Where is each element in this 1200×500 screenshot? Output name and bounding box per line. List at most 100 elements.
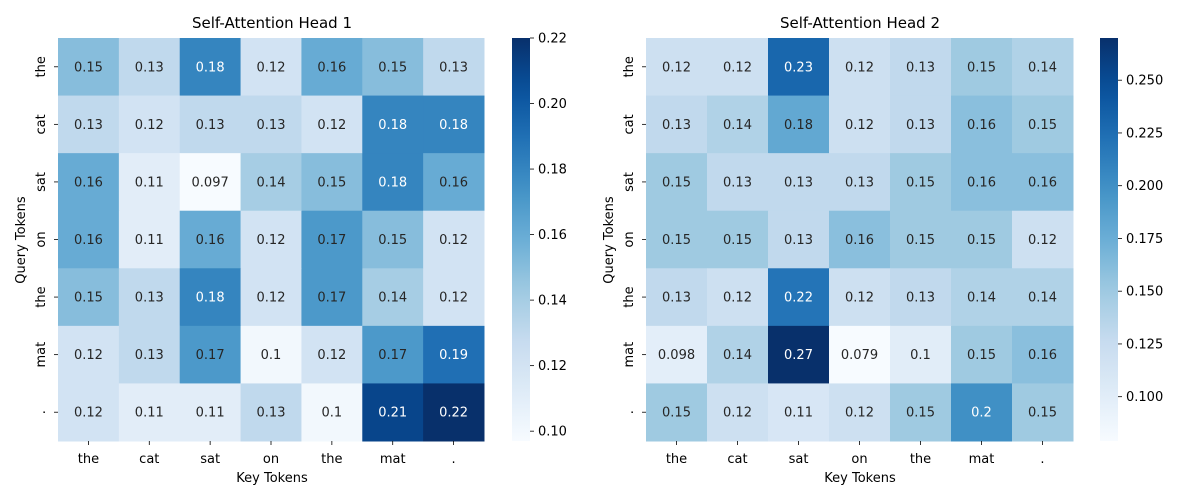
heatmap-cell [179, 153, 242, 212]
heatmap-cell [1012, 153, 1074, 212]
x-tick-label: mat [969, 452, 995, 467]
heatmap-cell [951, 153, 1013, 212]
cell-value-label: 0.16 [74, 233, 103, 248]
cell-value-label: 0.12 [317, 118, 346, 133]
y-tick-label: cat [34, 114, 49, 134]
x-tick-label: the [321, 452, 342, 467]
heatmap-cell [951, 95, 1013, 154]
y-tick-label: the [34, 286, 49, 307]
x-tick-label: on [263, 452, 279, 467]
heatmap-cell [362, 268, 424, 327]
y-tick-labels: the cat sat on the mat. [34, 56, 58, 414]
heatmap-head-1: Self-Attention Head 1 0.15 0.13 0.18 0.12 0.… [14, 14, 567, 486]
heatmap-cell [829, 38, 891, 97]
cell-value-label: 0.15 [1028, 406, 1057, 421]
heatmap-cell [301, 210, 363, 269]
heatmap-cell [301, 95, 363, 154]
cell-value-label: 0.15 [723, 233, 752, 248]
cell-value-label: 0.14 [723, 348, 752, 363]
heatmap-cell [707, 95, 769, 154]
cell-value-label: 0.12 [662, 60, 691, 75]
heatmap-cell [951, 210, 1013, 269]
cell-value-label: 0.12 [74, 348, 103, 363]
heatmap-cell [829, 268, 891, 327]
heatmap-cell [118, 383, 181, 442]
heatmap-cell [179, 268, 242, 327]
y-tick-label: mat [34, 342, 49, 368]
cell-value-label: 0.14 [723, 118, 752, 133]
colorbar: 0.100 0.125 0.150 0.175 0.200 0.225 0.250 [1100, 38, 1163, 441]
cell-value-label: 0.13 [257, 118, 286, 133]
cell-value-label: 0.22 [784, 291, 813, 306]
cell-value-label: 0.16 [317, 60, 346, 75]
y-tick-label: on [34, 231, 49, 247]
heatmap-cell [240, 325, 302, 384]
heatmap-cell [951, 38, 1013, 97]
cell-value-label: 0.18 [378, 175, 407, 190]
colorbar-tick-label: 0.225 [1126, 126, 1163, 141]
cell-value-label: 0.16 [439, 175, 468, 190]
heatmap-cell [646, 210, 708, 269]
cell-value-label: 0.13 [135, 291, 164, 306]
heatmap-cell [423, 268, 485, 327]
heatmap-cell [301, 153, 363, 212]
heatmap-cell [707, 383, 769, 442]
y-tick-label: cat [622, 114, 637, 134]
heatmap-cell [829, 210, 891, 269]
heatmap-cell [768, 325, 830, 384]
heatmap-cell [179, 325, 242, 384]
cell-value-label: 0.13 [74, 118, 103, 133]
cell-value-label: 0.16 [1028, 348, 1057, 363]
cell-value-label: 0.15 [662, 175, 691, 190]
heatmap-cell [362, 210, 424, 269]
cell-value-label: 0.14 [967, 291, 996, 306]
cell-value-label: 0.12 [74, 406, 103, 421]
heatmap-cell [646, 38, 708, 97]
heatmap-cell [1012, 383, 1074, 442]
heatmap-cell [118, 325, 181, 384]
x-tick-label: the [78, 452, 99, 467]
y-tick-label: the [622, 56, 637, 77]
cell-value-label: 0.13 [135, 348, 164, 363]
heatmap-cell [58, 383, 120, 442]
cell-value-label: 0.14 [378, 291, 407, 306]
heatmap-cell [890, 268, 952, 327]
heatmap-cell [240, 210, 302, 269]
heatmap-cell [240, 38, 302, 97]
cell-value-label: 0.2 [971, 406, 992, 421]
cell-value-label: 0.13 [723, 175, 752, 190]
heatmap-cell [768, 95, 830, 154]
heatmap-cell [118, 210, 181, 269]
cell-value-label: 0.15 [906, 406, 935, 421]
heatmap-cell [707, 268, 769, 327]
cell-value-label: 0.12 [1028, 233, 1057, 248]
cell-value-label: 0.12 [723, 291, 752, 306]
cell-value-label: 0.11 [784, 406, 813, 421]
heatmap-cell [646, 153, 708, 212]
heatmap-cell [423, 325, 485, 384]
y-tick-label: sat [34, 172, 49, 192]
cell-value-label: 0.15 [74, 60, 103, 75]
cell-value-label: 0.12 [257, 60, 286, 75]
colorbar-gradient [1100, 38, 1118, 441]
colorbar-tick-label: 0.12 [538, 359, 567, 374]
heatmap-cell [362, 153, 424, 212]
heatmap-cell [362, 38, 424, 97]
heatmap-cell [646, 268, 708, 327]
cell-value-label: 0.22 [439, 406, 468, 421]
heatmap-cell [58, 210, 120, 269]
heatmap-cell [1012, 210, 1074, 269]
cell-value-label: 0.097 [192, 175, 229, 190]
heatmap-cell [423, 210, 485, 269]
colorbar-tick-label: 0.22 [538, 32, 567, 47]
colorbar-tick-label: 0.100 [1126, 390, 1163, 405]
y-tick-label: . [622, 410, 637, 414]
heatmap-cell [707, 153, 769, 212]
cell-value-label: 0.16 [967, 118, 996, 133]
x-tick-label: sat [200, 452, 220, 467]
y-tick-labels: the cat sat on the mat. [622, 56, 646, 414]
cell-value-label: 0.16 [845, 233, 874, 248]
cell-value-label: 0.13 [784, 233, 813, 248]
heatmap-cell [58, 153, 120, 212]
